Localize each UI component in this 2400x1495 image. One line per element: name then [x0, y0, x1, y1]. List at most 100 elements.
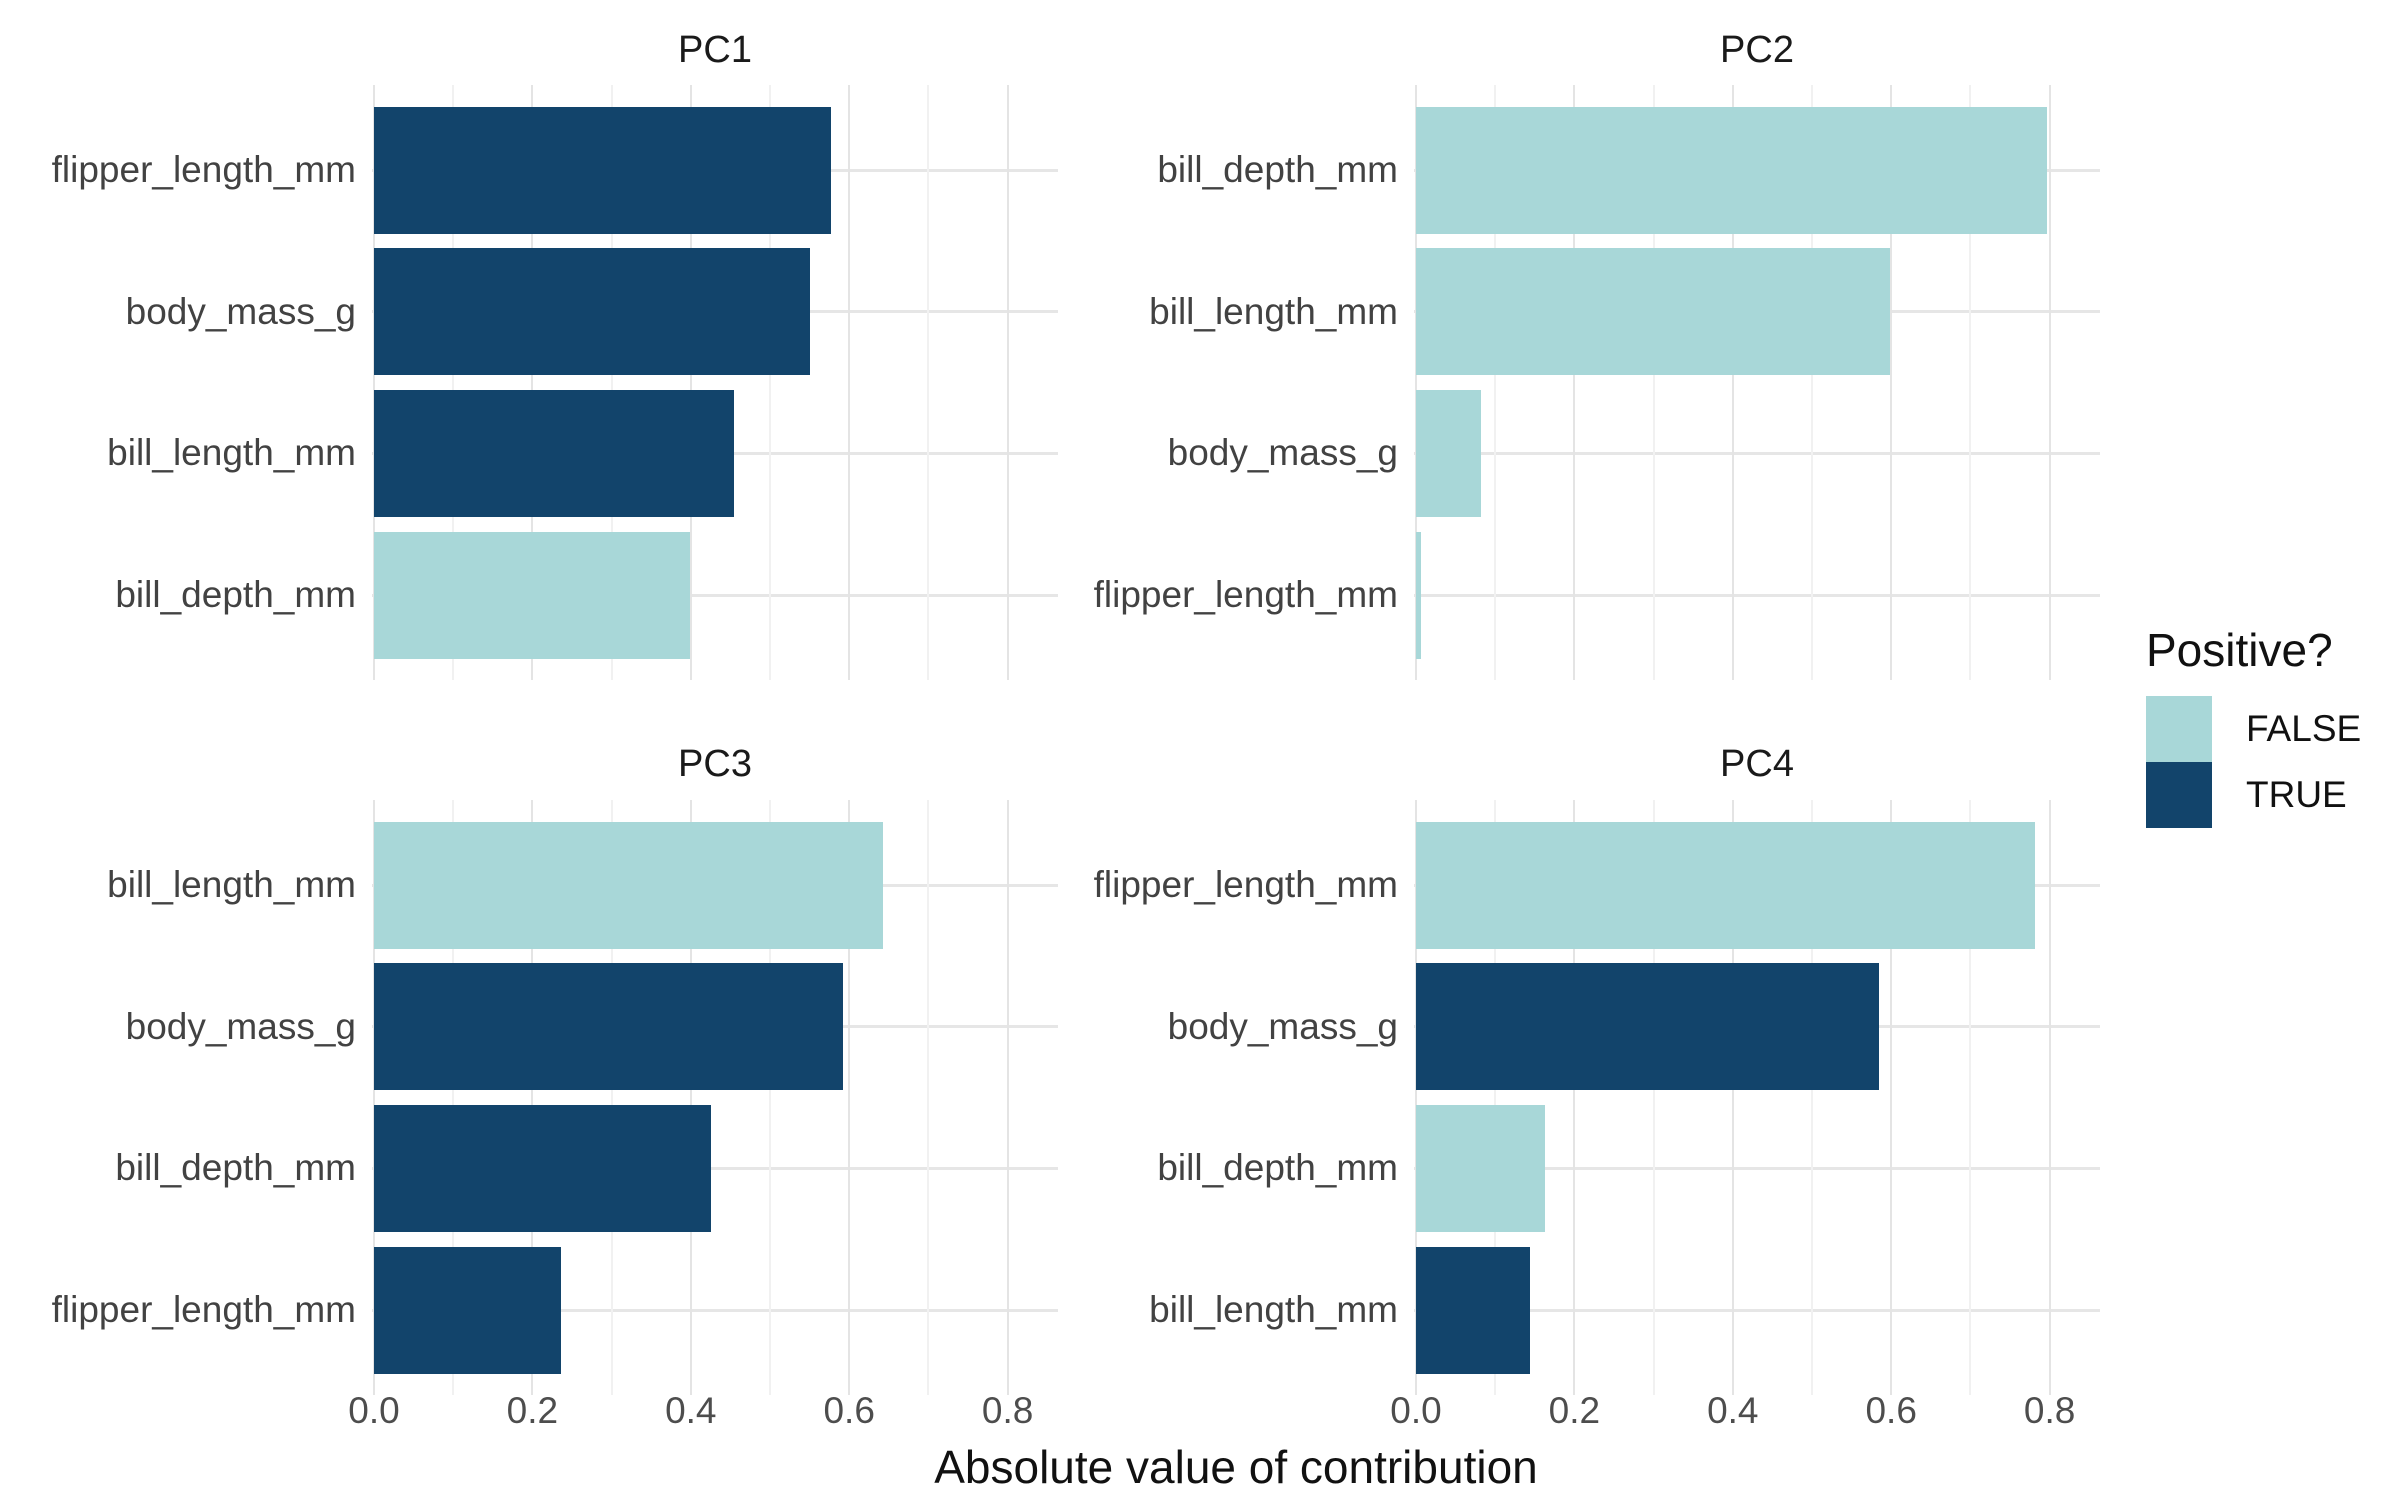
facet-panel-PC3	[372, 800, 1058, 1395]
legend-swatch-true	[2146, 762, 2212, 828]
bar-PC1-bill_length_mm	[374, 389, 734, 517]
y-axis-label-bill_length_mm: bill_length_mm	[1149, 290, 1398, 332]
facet-panel-PC4	[1414, 800, 2100, 1395]
x-tick-label-0.6: 0.6	[1865, 1390, 1917, 1431]
gridline-vertical	[1890, 800, 1893, 1395]
legend-item-true: TRUE	[2146, 762, 2396, 828]
y-axis-label-bill_depth_mm: bill_depth_mm	[115, 574, 356, 616]
gridline-vertical	[1731, 800, 1734, 1395]
x-axis-title: Absolute value of contribution	[934, 1441, 1538, 1493]
x-tick-label-0.0: 0.0	[348, 1390, 400, 1431]
y-axis-label-bill_depth_mm: bill_depth_mm	[1157, 149, 1398, 191]
bar-PC2-body_mass_g	[1416, 389, 1481, 517]
x-tick-label-0.4: 0.4	[665, 1390, 717, 1431]
gridline-vertical	[1811, 85, 1813, 680]
x-tick-label-0.6: 0.6	[823, 1390, 875, 1431]
gridline-vertical	[610, 800, 613, 1395]
gridline-vertical	[452, 800, 455, 1395]
gridline-vertical	[927, 85, 930, 680]
gridline-vertical	[610, 85, 613, 680]
y-axis-label-body_mass_g: body_mass_g	[125, 290, 356, 332]
bar-PC1-body_mass_g	[374, 248, 810, 376]
gridline-vertical	[769, 800, 771, 1395]
gridline-vertical	[1890, 85, 1893, 680]
gridline-vertical	[452, 85, 455, 680]
bar-PC4-bill_depth_mm	[1416, 1104, 1546, 1232]
y-axis-label-body_mass_g: body_mass_g	[125, 1005, 356, 1047]
gridline-vertical	[373, 800, 375, 1395]
gridline-vertical	[927, 800, 930, 1395]
facet-title-PC2: PC2	[1720, 29, 1794, 71]
gridline-vertical	[689, 85, 692, 680]
legend-item-false: FALSE	[2146, 696, 2396, 762]
bar-PC2-bill_depth_mm	[1416, 106, 2048, 234]
y-axis-label-body_mass_g: body_mass_g	[1167, 1005, 1398, 1047]
gridline-vertical	[531, 85, 534, 680]
bar-PC1-flipper_length_mm	[374, 106, 831, 234]
gridline-horizontal	[372, 593, 1058, 597]
facet-title-PC1: PC1	[678, 29, 752, 71]
gridline-horizontal	[1414, 1308, 2100, 1312]
legend-items: FALSE TRUE	[2146, 696, 2396, 828]
gridline-horizontal	[1414, 1166, 2100, 1170]
y-axis-label-flipper_length_mm: flipper_length_mm	[51, 149, 356, 191]
y-axis-label-bill_length_mm: bill_length_mm	[1149, 1289, 1398, 1331]
x-tick-label-0.8: 0.8	[2023, 1390, 2076, 1431]
gridline-vertical	[1006, 800, 1009, 1395]
y-axis-label-bill_depth_mm: bill_depth_mm	[115, 1147, 356, 1189]
bar-PC3-body_mass_g	[374, 963, 843, 1091]
bar-PC1-bill_depth_mm	[374, 531, 690, 659]
gridline-vertical	[373, 85, 375, 680]
gridline-horizontal	[372, 1166, 1058, 1170]
gridline-vertical	[1811, 800, 1813, 1395]
gridline-vertical	[1494, 800, 1497, 1395]
legend-label-true: TRUE	[2246, 774, 2347, 815]
facet-panel-PC2	[1414, 85, 2100, 680]
gridline-vertical	[1652, 800, 1655, 1395]
legend-label-false: FALSE	[2246, 708, 2362, 749]
x-tick-label-0.2: 0.2	[1548, 1390, 1601, 1431]
gridline-vertical	[1573, 800, 1576, 1395]
gridline-horizontal	[1414, 593, 2100, 597]
gridline-vertical	[1494, 85, 1497, 680]
gridline-horizontal	[372, 1308, 1058, 1312]
y-axis-label-flipper_length_mm: flipper_length_mm	[1093, 574, 1398, 616]
x-tick-label-0.2: 0.2	[506, 1390, 559, 1431]
y-axis-label-body_mass_g: body_mass_g	[1167, 432, 1398, 474]
facet-panel-PC1	[372, 85, 1058, 680]
gridline-vertical	[1415, 800, 1417, 1395]
bar-PC4-body_mass_g	[1416, 963, 1880, 1091]
y-axis-label-flipper_length_mm: flipper_length_mm	[51, 1289, 356, 1331]
bar-PC4-flipper_length_mm	[1416, 821, 2036, 949]
x-tick-label-0.8: 0.8	[981, 1390, 1034, 1431]
gridline-vertical	[1415, 85, 1417, 680]
legend: Positive? FALSE TRUE	[2146, 622, 2396, 828]
gridline-vertical	[531, 800, 534, 1395]
y-axis-label-bill_depth_mm: bill_depth_mm	[1157, 1147, 1398, 1189]
facet-title-PC3: PC3	[678, 743, 752, 785]
legend-swatch-false	[2146, 696, 2212, 762]
gridline-vertical	[848, 85, 851, 680]
gridline-vertical	[2048, 85, 2051, 680]
y-axis-label-bill_length_mm: bill_length_mm	[107, 432, 356, 474]
bar-PC3-flipper_length_mm	[374, 1246, 561, 1374]
gridline-vertical	[689, 800, 692, 1395]
gridline-vertical	[1573, 85, 1576, 680]
bar-PC2-flipper_length_mm	[1416, 531, 1421, 659]
x-tick-label-0.0: 0.0	[1390, 1390, 1442, 1431]
bar-PC3-bill_depth_mm	[374, 1104, 711, 1232]
gridline-vertical	[1969, 85, 1972, 680]
facet-title-PC4: PC4	[1720, 743, 1794, 785]
gridline-vertical	[1969, 800, 1972, 1395]
gridline-vertical	[2048, 800, 2051, 1395]
y-axis-label-flipper_length_mm: flipper_length_mm	[1093, 864, 1398, 906]
gridline-vertical	[1731, 85, 1734, 680]
gridline-vertical	[1652, 85, 1655, 680]
gridline-vertical	[769, 85, 771, 680]
bar-PC3-bill_length_mm	[374, 821, 884, 949]
gridline-vertical	[848, 800, 851, 1395]
gridline-vertical	[1006, 85, 1009, 680]
x-tick-label-0.4: 0.4	[1707, 1390, 1759, 1431]
y-axis-label-bill_length_mm: bill_length_mm	[107, 864, 356, 906]
